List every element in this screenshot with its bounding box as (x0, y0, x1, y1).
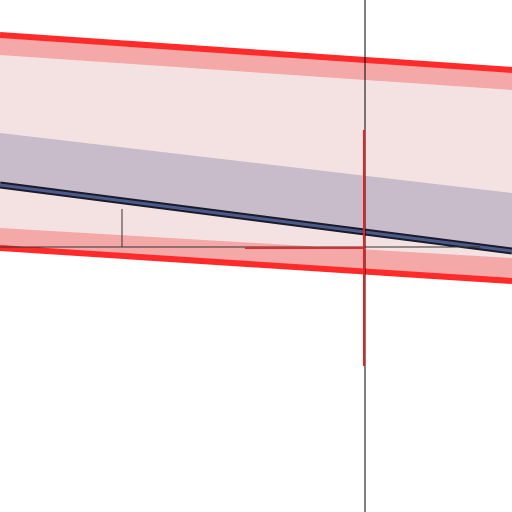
gray-band (0, 133, 512, 248)
dark-line (0, 183, 512, 253)
lower-light-red-band (0, 228, 512, 280)
upper-light-red-band (0, 37, 512, 90)
lower-red-edge (0, 245, 512, 284)
upper-red-edge (0, 32, 512, 73)
